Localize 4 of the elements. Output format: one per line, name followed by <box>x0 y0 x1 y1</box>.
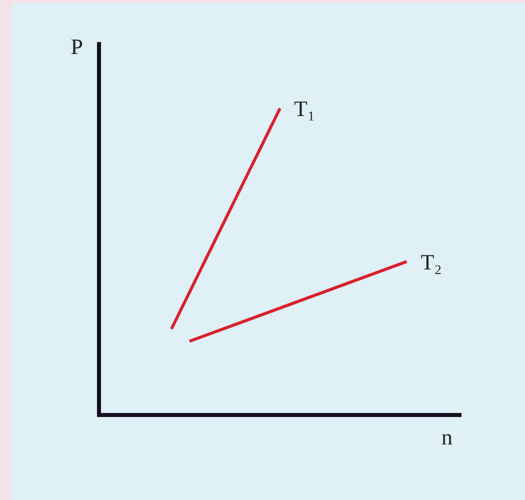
x-axis-title: n <box>442 424 452 450</box>
series-label: T₁ <box>294 96 316 122</box>
series-label: T₂ <box>420 249 442 274</box>
y-axis-title: P <box>70 34 83 59</box>
